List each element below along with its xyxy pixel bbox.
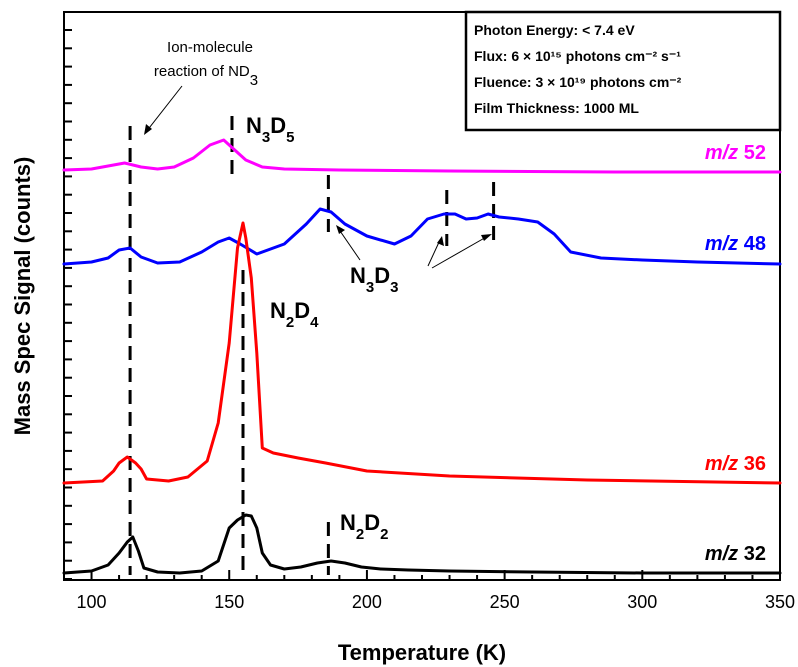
label-n2d4: N2D4 — [270, 298, 319, 331]
ion-molecule-subscript: 3 — [250, 72, 258, 89]
info-line-photon-energy: Photon Energy: < 7.4 eV — [474, 22, 635, 38]
mz52-trace — [62, 138, 782, 174]
ion-molecule-text: reaction of ND — [154, 63, 250, 80]
n3d3-arrow-1 — [337, 227, 361, 261]
x-axis-label: Temperature (K) — [338, 640, 506, 665]
mz48-trace — [62, 207, 782, 266]
x-axis-ticks: 100 150 200 250 300 350 — [77, 570, 795, 612]
annotation-n3d3: N3D3 — [336, 225, 492, 296]
series-label-48: m/z 48 — [705, 233, 766, 255]
label-n3d3: N3D3 — [350, 263, 398, 296]
ion-molecule-line2: reaction of ND3 — [154, 63, 258, 89]
info-box-frame — [464, 10, 782, 132]
x-tick-label: 150 — [214, 592, 244, 612]
ion-molecule-arrow — [145, 85, 183, 133]
y-axis-label: Mass Spec Signal (counts) — [10, 157, 35, 436]
series-label-36: m/z 36 — [705, 453, 766, 475]
n3d3-arrowhead-2 — [437, 236, 444, 246]
x-tick-label: 350 — [765, 592, 795, 612]
info-line-fluence: Fluence: 3 × 10¹⁹ photons cm⁻² — [474, 74, 682, 90]
series-label-52: m/z 52 — [705, 142, 766, 164]
n3d3-arrowhead-1 — [336, 225, 345, 234]
series-labels: m/z 52 m/z 48 m/z 36 m/z 32 — [705, 142, 766, 565]
n3d3-arrowhead-3 — [481, 234, 492, 241]
label-n3d5: N3D5 — [246, 113, 294, 146]
mz32-trace — [62, 513, 782, 575]
x-tick-label: 250 — [490, 592, 520, 612]
ion-molecule-line1: Ion-molecule — [167, 39, 253, 56]
info-line-film-thickness: Film Thickness: 1000 ML — [474, 100, 639, 116]
n3d3-arrow-2 — [427, 239, 441, 267]
info-line-flux: Flux: 6 × 10¹⁵ photons cm⁻² s⁻¹ — [474, 48, 681, 64]
annotation-ion-molecule: Ion-molecule reaction of ND3 — [144, 39, 258, 135]
label-n2d2: N2D2 — [340, 510, 388, 543]
mz36-trace — [62, 221, 782, 485]
x-tick-label: 100 — [77, 592, 107, 612]
peak-marker-lines — [128, 116, 496, 575]
y-axis-ticks — [64, 29, 72, 580]
info-box: Photon Energy: < 7.4 eV Flux: 6 × 10¹⁵ p… — [464, 10, 782, 132]
x-tick-label: 200 — [352, 592, 382, 612]
ion-molecule-arrowhead — [144, 124, 152, 135]
n3d3-arrow-3 — [431, 235, 489, 269]
traces — [62, 138, 782, 575]
x-tick-label: 300 — [627, 592, 657, 612]
series-label-32: m/z 32 — [705, 543, 766, 565]
